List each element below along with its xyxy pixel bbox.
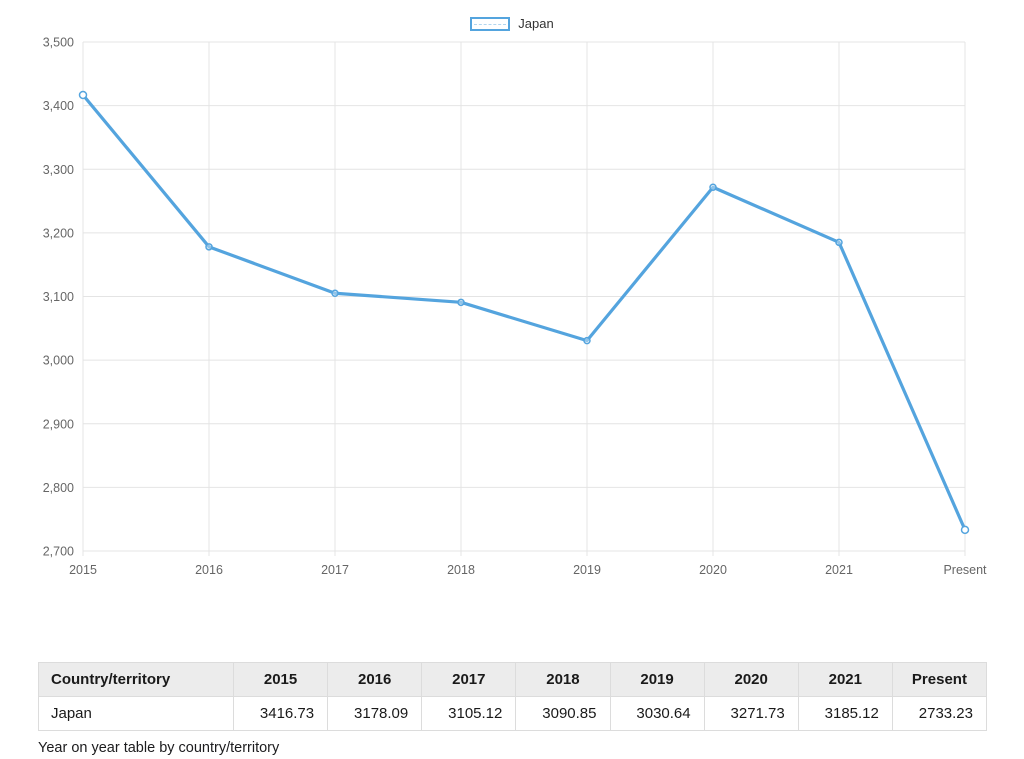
x-axis-tick-label: 2019 xyxy=(573,563,601,577)
y-axis-tick-label: 3,000 xyxy=(43,354,74,368)
value-cell: 3178.09 xyxy=(327,696,423,731)
table-header-cell: Country/territory xyxy=(38,662,234,697)
chart-legend: Japan xyxy=(0,16,1024,31)
country-cell: Japan xyxy=(38,696,234,731)
value-cell: 3030.64 xyxy=(609,696,705,731)
y-axis-tick-label: 2,900 xyxy=(43,417,74,431)
data-point xyxy=(960,525,970,535)
value-cell: 3271.73 xyxy=(703,696,799,731)
data-point xyxy=(331,289,339,297)
x-axis-tick-label: 2020 xyxy=(699,563,727,577)
series-line-japan xyxy=(81,93,967,532)
line-chart-panel: Japan 2,700 2,800 2,900 3,000 3,100 3,200 3,30… xyxy=(0,16,1024,578)
value-cell: 3090.85 xyxy=(515,696,611,731)
table-row: Japan 3416.73 3178.09 3105.12 3090.85 3030.64… xyxy=(38,696,988,731)
x-axis-tick-label: 2017 xyxy=(321,563,349,577)
value-cell: 2733.23 xyxy=(891,696,988,731)
y-axis-tick-label: 2,800 xyxy=(43,481,74,495)
table-header-cell: 2019 xyxy=(609,662,705,697)
legend-swatch-japan[interactable] xyxy=(470,16,511,31)
x-axis-tick-label: 2021 xyxy=(825,563,853,577)
table-header-cell: 2017 xyxy=(421,662,517,697)
y-axis-tick-label: 3,400 xyxy=(43,99,74,113)
year-on-year-table-wrap: Country/territory 2015 2016 2017 2018 2019 202… xyxy=(38,662,988,731)
table-header-row: Country/territory 2015 2016 2017 2018 2019 202… xyxy=(38,662,988,697)
y-axis-tick-label: 3,300 xyxy=(43,163,74,177)
data-point xyxy=(205,243,213,251)
x-axis-tick-label: Present xyxy=(943,563,987,577)
line-chart: 2,700 2,800 2,900 3,000 3,100 3,200 3,300 3,400… xyxy=(43,36,987,578)
legend-label-japan[interactable]: Japan xyxy=(518,16,554,31)
table-header-cell: 2015 xyxy=(232,662,329,697)
data-point xyxy=(709,183,717,191)
data-point xyxy=(78,90,88,100)
y-axis-tick-label: 2,700 xyxy=(43,545,74,559)
year-on-year-table: Country/territory 2015 2016 2017 2018 2019 202… xyxy=(38,662,988,731)
table-header-cell: 2020 xyxy=(703,662,799,697)
table-body: Japan 3416.73 3178.09 3105.12 3090.85 3030.64… xyxy=(38,696,988,731)
table-caption: Year on year table by country/territory xyxy=(38,740,280,756)
y-axis-tick-label: 3,100 xyxy=(43,290,74,304)
value-cell: 3185.12 xyxy=(797,696,893,731)
x-axis-tick-label: 2016 xyxy=(195,563,223,577)
data-point xyxy=(583,336,591,345)
value-cell: 3105.12 xyxy=(421,696,517,731)
value-cell: 3416.73 xyxy=(232,696,329,731)
data-point xyxy=(835,238,843,247)
table-header-cell: 2018 xyxy=(515,662,611,697)
x-axis-tick-label: 2015 xyxy=(69,563,97,577)
table-header-cell: 2021 xyxy=(797,662,893,697)
data-point xyxy=(457,298,465,307)
y-axis-tick-label: 3,200 xyxy=(43,226,74,240)
table-header-cell: 2016 xyxy=(327,662,423,697)
table-header-cell: Present xyxy=(891,662,988,697)
y-axis-tick-label: 3,500 xyxy=(43,36,74,50)
x-axis-tick-label: 2018 xyxy=(447,563,475,577)
